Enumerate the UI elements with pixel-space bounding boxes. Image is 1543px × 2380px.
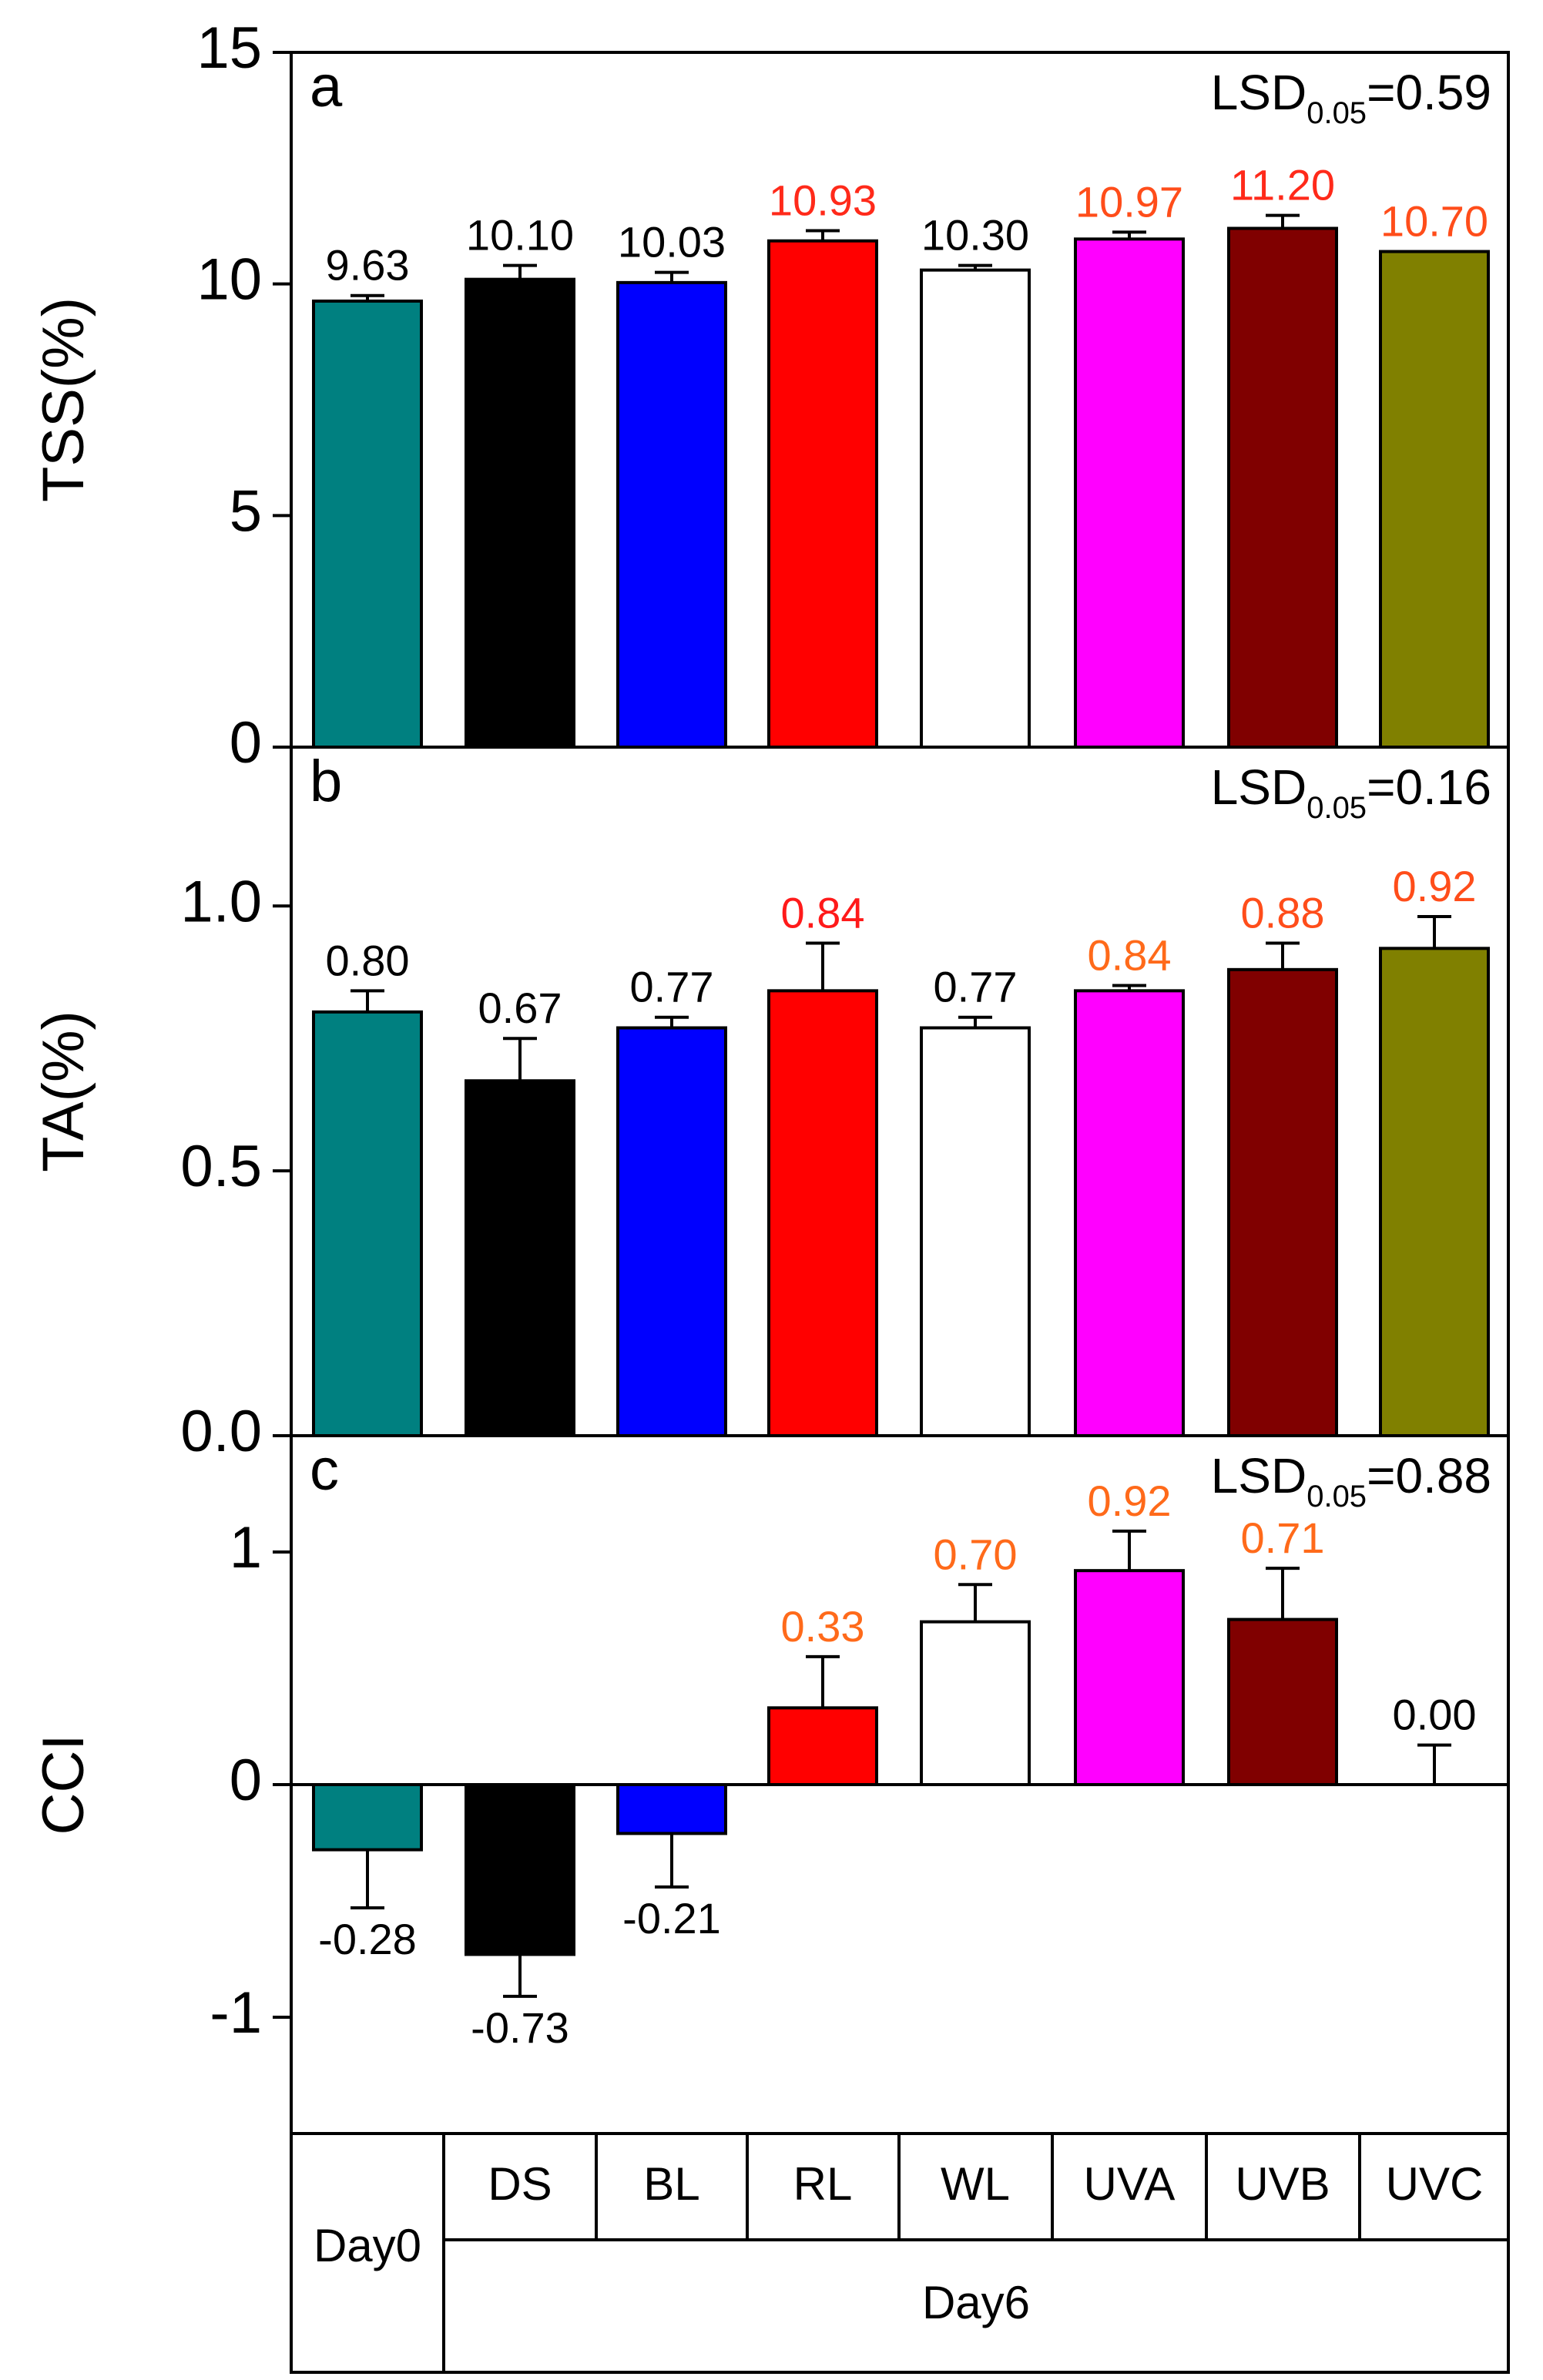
y-tick-label: -1 — [210, 1980, 262, 2046]
panel-letter: b — [310, 749, 342, 814]
panel-c: -1 0 1 CCI c LSD0.05=0.88 -0.28 -0.73 -0.21 0.33 0… — [31, 1434, 1510, 2135]
value-label: 10.10 — [466, 211, 574, 260]
panel-a: 0 5 10 15 TSS(%) a LSD0.05=0.59 9.63 10.10 10.03 1… — [31, 15, 1510, 776]
x-label-uvc: UVC — [1386, 2158, 1484, 2210]
y-tick-label: 0.0 — [180, 1399, 262, 1464]
bar-rl — [767, 989, 878, 1438]
bar-wl — [920, 268, 1031, 749]
bar-rl — [767, 1706, 878, 1787]
bar-day0 — [312, 1010, 423, 1438]
value-label: 10.03 — [618, 218, 726, 266]
bar-uva — [1074, 989, 1185, 1438]
bar-uvb — [1227, 1617, 1338, 1787]
x-label-uva: UVA — [1084, 2158, 1176, 2210]
bar-ds — [465, 277, 575, 749]
value-label: 9.63 — [326, 241, 410, 290]
value-label: 0.80 — [326, 936, 410, 984]
y-axis-label: TSS(%) — [31, 297, 96, 502]
value-label: 0.70 — [934, 1530, 1018, 1578]
bar-wl — [920, 1620, 1031, 1787]
bar-wl — [920, 1026, 1031, 1437]
y-tick-label: 10 — [196, 247, 262, 313]
value-label: 0.77 — [934, 963, 1018, 1011]
panel-letter: a — [310, 54, 343, 119]
y-axis-label: TA(%) — [31, 1011, 96, 1172]
y-tick-label: 5 — [230, 478, 262, 544]
bar-uvc — [1379, 250, 1490, 749]
value-label: 0.92 — [1393, 862, 1477, 910]
y-tick-label: 0 — [230, 710, 262, 776]
x-label-day0: Day0 — [314, 2220, 421, 2271]
value-label: 0.77 — [630, 963, 714, 1011]
y-tick-label: 1.0 — [180, 869, 262, 934]
lsd-annotation: LSD0.05=0.88 — [1211, 1448, 1491, 1513]
value-label: 10.70 — [1380, 197, 1488, 246]
value-label: 0.00 — [1393, 1691, 1477, 1739]
y-axis-label: CCI — [31, 1735, 96, 1835]
value-label: 0.71 — [1241, 1513, 1325, 1562]
bar-rl — [767, 239, 878, 749]
x-label-ds: DS — [488, 2158, 552, 2210]
value-label: 0.84 — [781, 888, 865, 937]
x-category-table: Day0 Day6 DS BL RL WL UVA UVB UVC — [290, 2132, 1510, 2374]
value-label: 10.30 — [921, 211, 1029, 260]
x-label-rl: RL — [793, 2158, 853, 2210]
bar-ds — [465, 1783, 575, 1956]
x-label-uvb: UVB — [1235, 2158, 1330, 2210]
panel-letter: c — [310, 1437, 339, 1503]
x-label-wl: WL — [941, 2158, 1010, 2210]
y-tick-label: 0.5 — [180, 1134, 262, 1199]
value-label: -0.73 — [471, 2003, 569, 2052]
bar-uva — [1074, 1569, 1185, 1787]
y-tick-label: 0 — [230, 1748, 262, 1813]
value-label: 10.93 — [769, 176, 877, 225]
bar-bl — [616, 1783, 727, 1835]
value-label: 11.20 — [1230, 161, 1335, 210]
bar-uvc — [1379, 947, 1490, 1438]
bar-ds — [465, 1079, 575, 1437]
value-label: -0.28 — [318, 1915, 417, 1963]
bar-day0 — [312, 299, 423, 749]
value-label: 0.67 — [478, 984, 562, 1032]
lsd-annotation: LSD0.05=0.16 — [1211, 759, 1491, 825]
bar-bl — [616, 280, 727, 749]
value-label: 0.33 — [781, 1602, 865, 1651]
bar-day0 — [312, 1783, 423, 1852]
bar-uvb — [1227, 226, 1338, 749]
value-label: 0.84 — [1088, 930, 1172, 979]
bar-uva — [1074, 237, 1185, 749]
value-label: 0.92 — [1088, 1477, 1172, 1525]
value-label: -0.21 — [622, 1894, 721, 1943]
value-label: 10.97 — [1075, 177, 1183, 226]
lsd-annotation: LSD0.05=0.59 — [1211, 65, 1491, 130]
y-tick-label: 1 — [230, 1515, 262, 1581]
panel-b: 0.0 0.5 1.0 TA(%) b LSD0.05=0.16 0.80 0.67 0.77 0… — [31, 746, 1510, 1464]
x-label-day6: Day6 — [922, 2277, 1030, 2328]
bar-bl — [616, 1026, 727, 1437]
y-tick-label: 15 — [196, 15, 262, 81]
value-label: 0.88 — [1241, 888, 1325, 937]
x-label-bl: BL — [643, 2158, 699, 2210]
bar-uvb — [1227, 967, 1338, 1438]
